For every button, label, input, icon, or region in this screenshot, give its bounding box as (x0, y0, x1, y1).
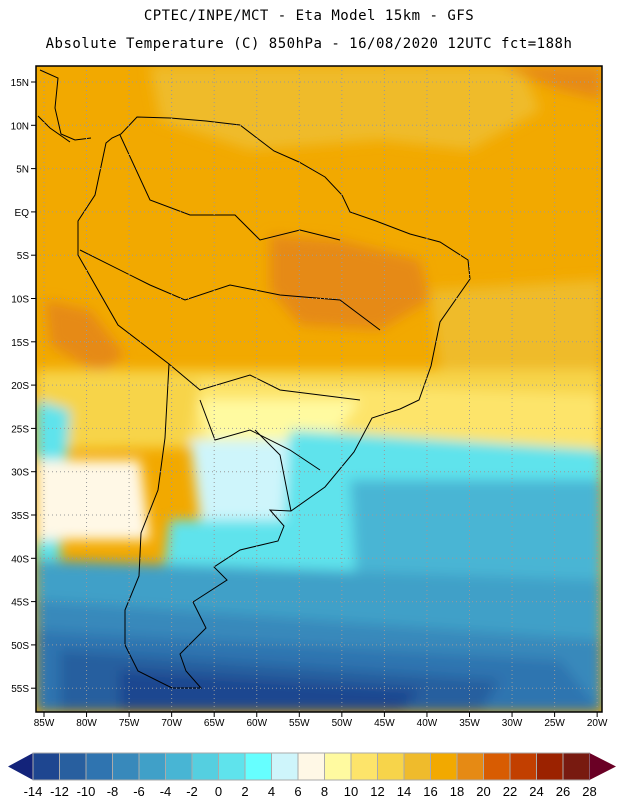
colorbar-swatch (32, 752, 60, 781)
colorbar-label: 22 (503, 784, 517, 799)
lon-label: 50W (332, 718, 353, 729)
colorbar-swatch (350, 752, 378, 781)
colorbar-label: -8 (107, 784, 119, 799)
axis-ticks: 15N 10N 5N EQ 5S 10S 15S 20S 25S 30S 35S 40S 45S 50S 5… (11, 78, 608, 729)
lat-label: 30S (11, 468, 29, 479)
colorbar-swatch (456, 752, 484, 781)
colorbar-swatch (218, 752, 246, 781)
colorbar-swatch (85, 752, 113, 781)
coastline (37, 69, 471, 689)
colorbar-label: 2 (241, 784, 248, 799)
colorbar-swatch (138, 752, 166, 781)
lon-label: 60W (246, 718, 267, 729)
colorbar-under-arrow (8, 753, 33, 780)
colorbar-swatch (483, 752, 511, 781)
lon-label: 30W (502, 718, 523, 729)
lat-label: 10N (11, 121, 29, 132)
lon-label: 40W (417, 718, 438, 729)
lon-label: 75W (119, 718, 140, 729)
map-frame (35, 65, 603, 713)
lat-label: 15S (11, 338, 29, 349)
colorbar-label: -4 (160, 784, 172, 799)
colorbar-label: -10 (77, 784, 96, 799)
colorbar-swatch (191, 752, 219, 781)
colorbar-label: 16 (423, 784, 437, 799)
lon-label: 45W (374, 718, 395, 729)
colorbar-swatch (403, 752, 431, 781)
colorbar: -14 -12 -10 -8 -6 -4 -2 0 2 4 6 8 10 12 14 16 18 20 22 24 26… (8, 752, 616, 799)
colorbar-swatch (112, 752, 140, 781)
lat-label: 50S (11, 641, 29, 652)
lat-label: 45S (11, 598, 29, 609)
chart-subtitle: Absolute Temperature (C) 850hPa - 16/08/… (45, 36, 573, 52)
lat-label: EQ (15, 208, 30, 219)
colorbar-swatch (377, 752, 405, 781)
colorbar-label: 26 (556, 784, 570, 799)
colorbar-swatch (536, 752, 564, 781)
colorbar-label: 0 (215, 784, 222, 799)
colorbar-swatch (271, 752, 299, 781)
lat-label: 10S (11, 295, 29, 306)
lat-label: 25S (11, 424, 29, 435)
colorbar-label: 10 (344, 784, 358, 799)
colorbar-label: 6 (294, 784, 301, 799)
colorbar-label: 12 (370, 784, 384, 799)
lat-label: 40S (11, 554, 29, 565)
lon-label: 80W (76, 718, 97, 729)
lon-label: 20W (587, 718, 608, 729)
colorbar-swatch (509, 752, 537, 781)
colorbar-label: 4 (268, 784, 275, 799)
colorbar-label: -2 (186, 784, 198, 799)
temperature-field (36, 66, 602, 712)
colorbar-swatch (244, 752, 272, 781)
colorbar-label: -14 (24, 784, 43, 799)
colorbar-swatch (430, 752, 458, 781)
lat-label: 20S (11, 381, 29, 392)
lon-label: 70W (161, 718, 182, 729)
lat-label: 15N (11, 78, 29, 89)
colorbar-swatch (297, 752, 325, 781)
colorbar-label: 18 (450, 784, 464, 799)
colorbar-swatch (59, 752, 87, 781)
colorbar-label: 20 (476, 784, 490, 799)
lon-label: 65W (204, 718, 225, 729)
lon-label: 35W (459, 718, 480, 729)
colorbar-label: 14 (397, 784, 411, 799)
colorbar-label: 8 (321, 784, 328, 799)
lon-label: 25W (544, 718, 565, 729)
colorbar-swatch (165, 752, 193, 781)
colorbar-over-arrow (589, 753, 616, 780)
chart-title: CPTEC/INPE/MCT - Eta Model 15km - GFS (143, 8, 475, 24)
lat-label: 5N (16, 165, 29, 176)
lat-label: 35S (11, 511, 29, 522)
lon-label: 55W (289, 718, 310, 729)
colorbar-label: 28 (582, 784, 596, 799)
colorbar-swatch (324, 752, 352, 781)
lon-label: 85W (34, 718, 55, 729)
lat-label: 55S (11, 684, 29, 695)
lat-label: 5S (17, 251, 30, 262)
colorbar-label: -12 (50, 784, 69, 799)
colorbar-label: 24 (529, 784, 543, 799)
colorbar-label: -6 (133, 784, 145, 799)
colorbar-swatch (562, 752, 590, 781)
